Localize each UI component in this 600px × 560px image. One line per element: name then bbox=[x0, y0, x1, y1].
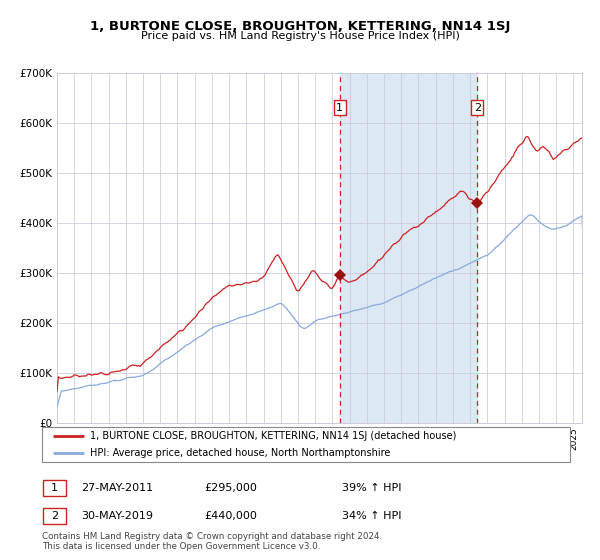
Text: 2: 2 bbox=[51, 511, 58, 521]
Text: £295,000: £295,000 bbox=[204, 483, 257, 493]
FancyBboxPatch shape bbox=[43, 480, 66, 496]
Text: 27-MAY-2011: 27-MAY-2011 bbox=[81, 483, 153, 493]
Bar bbox=[340, 73, 478, 423]
Text: £440,000: £440,000 bbox=[204, 511, 257, 521]
Text: HPI: Average price, detached house, North Northamptonshire: HPI: Average price, detached house, Nort… bbox=[89, 448, 390, 458]
FancyBboxPatch shape bbox=[42, 427, 570, 462]
Text: 1: 1 bbox=[51, 483, 58, 493]
FancyBboxPatch shape bbox=[43, 508, 66, 524]
Text: 34% ↑ HPI: 34% ↑ HPI bbox=[342, 511, 401, 521]
Text: 30-MAY-2019: 30-MAY-2019 bbox=[81, 511, 153, 521]
Text: Price paid vs. HM Land Registry's House Price Index (HPI): Price paid vs. HM Land Registry's House … bbox=[140, 31, 460, 41]
Text: 1: 1 bbox=[336, 103, 343, 113]
Text: 39% ↑ HPI: 39% ↑ HPI bbox=[342, 483, 401, 493]
Text: 1, BURTONE CLOSE, BROUGHTON, KETTERING, NN14 1SJ: 1, BURTONE CLOSE, BROUGHTON, KETTERING, … bbox=[90, 20, 510, 32]
Text: Contains HM Land Registry data © Crown copyright and database right 2024.
This d: Contains HM Land Registry data © Crown c… bbox=[42, 532, 382, 552]
Text: 2: 2 bbox=[474, 103, 481, 113]
Text: 1, BURTONE CLOSE, BROUGHTON, KETTERING, NN14 1SJ (detached house): 1, BURTONE CLOSE, BROUGHTON, KETTERING, … bbox=[89, 431, 456, 441]
